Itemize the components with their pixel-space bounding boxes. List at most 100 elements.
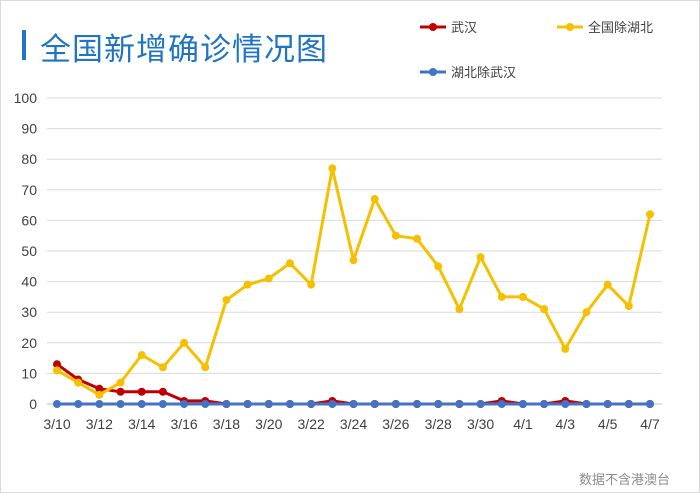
data-point xyxy=(116,400,125,408)
data-point xyxy=(180,400,189,408)
x-tick-label: 3/24 xyxy=(340,416,367,432)
x-tick-label: 4/1 xyxy=(513,416,533,432)
data-point xyxy=(476,400,485,408)
data-point xyxy=(243,280,252,289)
y-tick-label: 20 xyxy=(21,335,37,351)
data-point xyxy=(561,344,570,353)
data-point xyxy=(624,400,633,408)
y-tick-label: 90 xyxy=(21,121,37,137)
data-point xyxy=(518,400,527,408)
data-point xyxy=(264,274,273,283)
data-point xyxy=(391,231,400,240)
y-tick-label: 60 xyxy=(21,212,37,228)
data-point xyxy=(264,400,273,408)
legend-swatch-marker xyxy=(566,23,574,31)
data-point xyxy=(137,400,146,408)
data-point xyxy=(455,400,464,408)
data-point xyxy=(370,400,379,408)
data-point xyxy=(328,400,337,408)
y-tick-label: 40 xyxy=(21,274,37,290)
data-point xyxy=(307,280,316,289)
data-point xyxy=(349,256,358,265)
data-point xyxy=(307,400,316,408)
data-point xyxy=(603,280,612,289)
data-point xyxy=(158,363,167,372)
data-point xyxy=(434,400,443,408)
x-tick-label: 3/26 xyxy=(382,416,409,432)
data-point xyxy=(137,387,146,396)
data-point xyxy=(116,387,125,396)
data-point xyxy=(180,338,189,347)
series-3 xyxy=(53,400,654,408)
data-point xyxy=(624,302,633,311)
data-point xyxy=(391,400,400,408)
data-point xyxy=(53,360,61,369)
data-point xyxy=(561,400,570,408)
data-point xyxy=(137,351,146,360)
x-tick-label: 3/30 xyxy=(467,416,494,432)
data-point xyxy=(53,366,61,375)
x-axis-ticks: 3/10 3/12 3/14 3/16 3/18 3/20 3/22 3/24 3/26 3/28… xyxy=(43,416,660,432)
data-point xyxy=(285,400,294,408)
x-tick-label: 3/22 xyxy=(298,416,325,432)
data-point xyxy=(540,305,549,314)
x-tick-label: 3/28 xyxy=(425,416,452,432)
data-point xyxy=(95,384,104,393)
data-point xyxy=(222,400,231,408)
chart-title: 全国新增确诊情况图 xyxy=(40,32,328,67)
data-point xyxy=(370,194,379,203)
y-tick-label: 30 xyxy=(21,304,37,320)
data-point xyxy=(74,400,83,408)
data-point xyxy=(476,253,485,262)
y-tick-label: 80 xyxy=(21,151,37,167)
y-axis-ticks: 0 10 20 30 40 50 60 70 80 90 100 xyxy=(14,90,38,412)
x-tick-label: 3/20 xyxy=(255,416,282,432)
x-tick-label: 4/5 xyxy=(598,416,618,432)
data-point xyxy=(413,400,422,408)
data-point xyxy=(95,390,104,399)
data-point xyxy=(222,295,231,304)
title-accent-bar xyxy=(22,30,26,60)
series-line xyxy=(56,362,650,406)
data-point xyxy=(349,400,358,408)
data-point xyxy=(455,305,464,314)
series-group xyxy=(53,164,654,408)
data-point xyxy=(497,400,506,408)
data-point xyxy=(497,292,506,301)
y-tick-label: 0 xyxy=(29,396,37,412)
data-point xyxy=(582,400,591,408)
series-2 xyxy=(53,164,654,399)
x-tick-label: 4/3 xyxy=(556,416,576,432)
x-tick-label: 3/14 xyxy=(128,416,155,432)
legend-entry: 武汉 xyxy=(420,20,477,35)
data-point xyxy=(518,292,527,301)
legend-entry: 全国除湖北 xyxy=(557,20,653,35)
data-point xyxy=(413,234,422,243)
y-tick-label: 70 xyxy=(21,182,37,198)
data-point xyxy=(243,400,252,408)
data-point xyxy=(74,378,83,387)
x-tick-label: 4/7 xyxy=(640,416,660,432)
data-point xyxy=(646,400,654,408)
legend-entry: 湖北除武汉 xyxy=(420,65,516,80)
y-tick-label: 10 xyxy=(21,365,37,381)
data-point xyxy=(285,259,294,268)
y-tick-label: 50 xyxy=(21,243,37,259)
data-point xyxy=(201,363,210,372)
legend-label: 武汉 xyxy=(451,20,477,35)
data-point xyxy=(116,378,125,387)
gridlines xyxy=(47,97,662,405)
legend-swatch-marker xyxy=(429,23,437,31)
data-point xyxy=(158,387,167,396)
watermark: 数据不含港澳台 xyxy=(579,472,670,487)
x-tick-label: 3/18 xyxy=(213,416,240,432)
legend-label: 全国除湖北 xyxy=(588,20,653,35)
data-point xyxy=(434,262,443,271)
data-point xyxy=(603,400,612,408)
legend-label: 湖北除武汉 xyxy=(451,65,516,80)
data-point xyxy=(540,400,549,408)
legend-swatch-marker xyxy=(429,68,437,76)
data-point xyxy=(201,400,210,408)
